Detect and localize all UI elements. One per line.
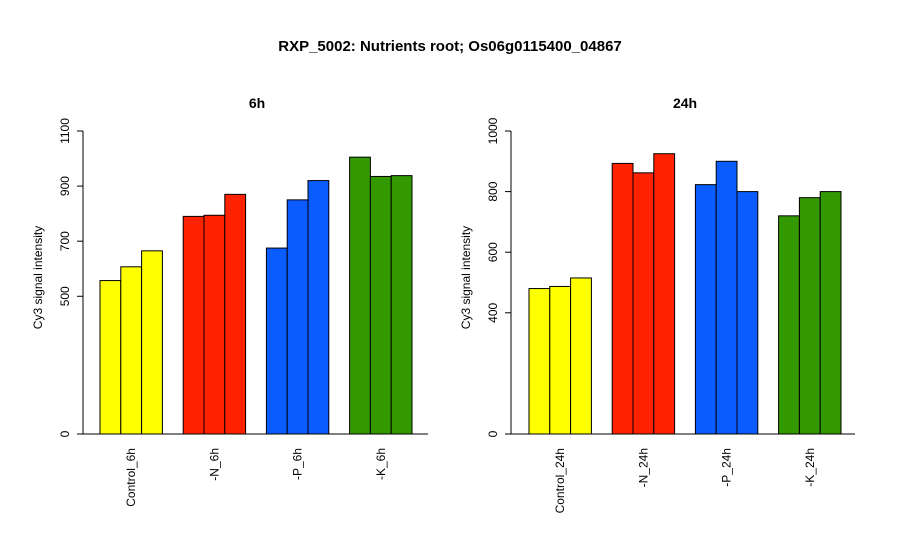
y-tick-label: 500 bbox=[58, 286, 72, 306]
bar bbox=[736, 191, 759, 435]
bar bbox=[265, 247, 288, 435]
y-tick-label: 800 bbox=[486, 181, 500, 201]
bar bbox=[528, 288, 551, 435]
bar bbox=[632, 172, 655, 435]
bar bbox=[778, 215, 800, 435]
bar bbox=[694, 184, 717, 435]
x-tick-label: Control_24h bbox=[553, 448, 567, 513]
y-tick-label: 0 bbox=[486, 430, 500, 437]
bar bbox=[99, 280, 122, 435]
page-title: RXP_5002: Nutrients root; Os06g0115400_0… bbox=[278, 38, 622, 55]
x-tick-label: -P_6h bbox=[291, 448, 305, 480]
y-tick-label: 1000 bbox=[486, 117, 500, 144]
bar bbox=[570, 277, 592, 435]
bar bbox=[611, 162, 634, 435]
x-tick-label: -K_24h bbox=[803, 448, 817, 487]
x-tick-label: -P_24h bbox=[720, 448, 734, 487]
x-tick-label: -K_6h bbox=[374, 448, 388, 480]
y-axis-label: Cy3 signal intensity bbox=[31, 226, 45, 329]
bar bbox=[120, 266, 143, 435]
bar bbox=[798, 197, 821, 435]
bar bbox=[349, 156, 371, 435]
y-axis-label: Cy3 signal intensity bbox=[459, 226, 473, 329]
y-tick-label: 900 bbox=[58, 176, 72, 196]
bar bbox=[653, 153, 676, 435]
x-tick-label: -N_24h bbox=[636, 448, 650, 487]
bar bbox=[715, 160, 738, 435]
bar bbox=[369, 175, 392, 435]
x-tick-label: Control_6h bbox=[124, 448, 138, 507]
bar bbox=[203, 214, 226, 435]
bar bbox=[182, 215, 205, 435]
bar bbox=[390, 175, 413, 435]
y-tick-label: 700 bbox=[58, 231, 72, 251]
bar bbox=[549, 285, 572, 435]
y-tick-label: 600 bbox=[486, 242, 500, 262]
bar bbox=[141, 250, 163, 435]
y-tick-label: 1100 bbox=[58, 118, 72, 144]
bar bbox=[286, 199, 309, 435]
panel-title: 6h bbox=[249, 95, 265, 111]
y-tick-label: 0 bbox=[58, 430, 72, 437]
y-tick-label: 400 bbox=[486, 302, 500, 322]
bar bbox=[307, 180, 330, 435]
x-tick-label: -N_6h bbox=[207, 448, 221, 481]
bar bbox=[224, 193, 247, 435]
panel-title: 24h bbox=[673, 95, 697, 111]
bar bbox=[819, 191, 842, 435]
